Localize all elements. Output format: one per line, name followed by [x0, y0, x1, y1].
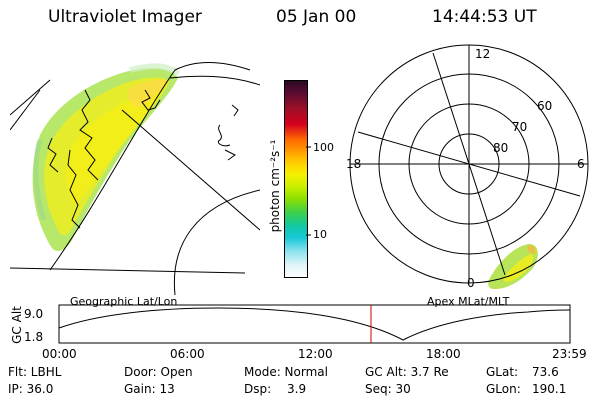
glon-label: GLon:: [486, 382, 521, 396]
mlt-label-18: 18: [346, 157, 362, 171]
colorbar-tick-marks: [306, 146, 311, 236]
time-tick-0000: 00:00: [42, 347, 77, 361]
observation-time: 14:44:53 UT: [432, 7, 537, 27]
mlat-label-80: 80: [493, 141, 509, 155]
glat-label: GLat:: [486, 365, 519, 379]
gain-info: Gain: 13: [124, 382, 175, 396]
gc-alt-info: GC Alt: 3.7 Re: [365, 365, 449, 379]
altitude-ytick-high: 9.0: [24, 307, 44, 321]
mlat-label-60: 60: [537, 99, 553, 113]
colorbar-label: photon cm⁻²s⁻¹: [268, 139, 282, 233]
instrument-title: Ultraviolet Imager: [48, 7, 202, 27]
altitude-plot: [58, 304, 571, 344]
door-info: Door: Open: [124, 365, 193, 379]
filter-info: Flt: LBHL: [8, 365, 62, 379]
observation-date: 05 Jan 00: [276, 7, 357, 27]
dsp-label: Dsp:: [244, 382, 272, 396]
aurora-emission-polar: [488, 244, 538, 290]
coastlines: [47, 89, 239, 229]
time-tick-2359: 23:59: [552, 347, 587, 361]
geo-grid: [10, 62, 260, 295]
aurora-emission-geo: [32, 63, 181, 252]
polar-plot: [349, 44, 589, 290]
polar-grid: [349, 44, 589, 284]
glon-value: 190.1: [532, 382, 567, 396]
mlt-label-0: 0: [467, 276, 475, 290]
mlt-label-6: 6: [577, 157, 585, 171]
apex-panel-label: Apex MLat/MLT: [427, 295, 510, 308]
ip-info: IP: 36.0: [8, 382, 54, 396]
colorbar-tick-100: 100: [313, 141, 334, 154]
altitude-ytick-low: 1.8: [24, 330, 44, 344]
time-tick-0600: 06:00: [170, 347, 205, 361]
altitude-ylabel: GC Alt: [10, 306, 24, 344]
mlt-label-12: 12: [475, 47, 491, 61]
colorbar: [284, 80, 308, 278]
time-tick-1200: 12:00: [298, 347, 333, 361]
glat-value: 73.6: [532, 365, 559, 379]
colorbar-tick-10: 10: [313, 228, 327, 241]
mode-info: Mode: Normal: [244, 365, 328, 379]
seq-info: Seq: 30: [365, 382, 411, 396]
mlat-label-70: 70: [512, 120, 528, 134]
geographic-panel-label: Geographic Lat/Lon: [70, 295, 178, 308]
time-tick-1800: 18:00: [426, 347, 461, 361]
dsp-value: 3.9: [287, 382, 307, 396]
geographic-map: [10, 62, 260, 295]
